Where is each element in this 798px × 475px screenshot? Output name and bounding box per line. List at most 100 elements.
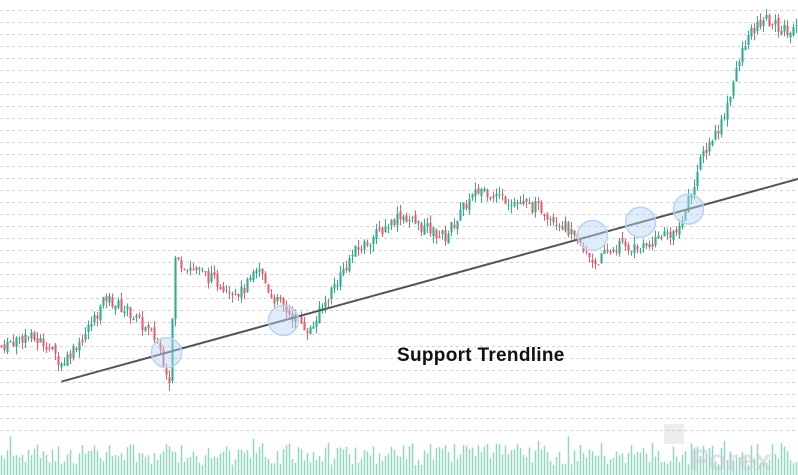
volume-bar (315, 460, 318, 475)
volume-bar (312, 451, 315, 475)
candle-down (621, 238, 624, 242)
candle-down (546, 214, 549, 220)
trendline-touch-marker (150, 336, 183, 369)
candle-up (672, 230, 675, 240)
candle-down (138, 315, 141, 317)
volume-bar (651, 443, 654, 475)
volume-bar (678, 461, 681, 475)
candle-down (159, 342, 162, 350)
candle-down (399, 211, 402, 220)
volume-bar (336, 448, 339, 475)
volume-bar (687, 464, 690, 475)
volume-bar (417, 459, 420, 475)
volume-bar (567, 436, 570, 475)
candle-down (207, 271, 210, 284)
candle-up (411, 217, 414, 219)
volume-bar (663, 461, 666, 475)
candle-down (660, 237, 663, 239)
candle-up (441, 230, 444, 234)
volume-bar (684, 451, 687, 475)
volume-bar (72, 463, 75, 475)
candle-up (90, 323, 93, 327)
volume-bar (156, 459, 159, 475)
candle-up (249, 277, 252, 280)
volume-bar (123, 459, 126, 475)
candle-up (699, 156, 702, 170)
candle-up (156, 341, 159, 343)
candle-down (465, 203, 468, 209)
volume-bar (354, 447, 357, 475)
candle-up (171, 318, 174, 382)
candle-up (336, 284, 339, 286)
candle-up (633, 244, 636, 254)
volume-bar (351, 464, 354, 475)
candle-up (315, 321, 318, 327)
candle-up (135, 315, 138, 318)
candle-down (42, 338, 45, 347)
candle-up (474, 189, 477, 196)
candle-down (270, 294, 273, 298)
candle-up (51, 346, 54, 350)
volume-bar (630, 445, 633, 475)
candle-up (99, 305, 102, 321)
volume-bar (267, 458, 270, 475)
candle-down (48, 347, 51, 349)
candle-up (711, 140, 714, 146)
volume-bar (18, 457, 21, 475)
volume-bar (375, 463, 378, 475)
candle-up (618, 240, 621, 254)
volume-bar (615, 451, 618, 475)
candle-up (309, 327, 312, 334)
candle-down (204, 271, 207, 273)
volume-bar (171, 451, 174, 475)
trendline-touch-marker (576, 219, 609, 252)
volume-bar (432, 459, 435, 475)
volume-bar (369, 455, 372, 475)
volume-bar (54, 461, 57, 475)
volume-bar (489, 458, 492, 475)
volume-bar (15, 455, 18, 475)
candle-up (522, 200, 525, 204)
volume-bar (774, 453, 777, 475)
candle-up (72, 345, 75, 358)
candle-up (678, 225, 681, 235)
volume-bar (699, 455, 702, 475)
volume-bar (597, 455, 600, 475)
volume-bar (666, 463, 669, 475)
volume-bar (48, 462, 51, 475)
volume-bar (195, 455, 198, 475)
volume-bar (162, 451, 165, 475)
candle-up (528, 203, 531, 205)
volume-bar (282, 449, 285, 475)
volume-bar (3, 458, 6, 475)
volume-bar (246, 450, 249, 475)
candle-down (435, 229, 438, 239)
volume-bar (135, 462, 138, 475)
volume-bar (792, 463, 795, 475)
volume-bar (60, 463, 63, 475)
candle-down (306, 331, 309, 334)
candle-up (639, 250, 642, 252)
candle-down (627, 245, 630, 251)
volume-bar (318, 455, 321, 475)
volume-bar (633, 454, 636, 475)
volume-bar (546, 451, 549, 475)
volume-bar (99, 458, 102, 475)
candle-up (774, 20, 777, 25)
candle-up (495, 193, 498, 197)
candle-up (684, 211, 687, 221)
candle-down (12, 341, 15, 346)
candle-up (321, 306, 324, 308)
watermark: Forex (664, 424, 772, 475)
trendline-touch-marker (624, 206, 657, 239)
volume-bar (750, 445, 753, 475)
candle-down (444, 229, 447, 242)
candle-up (114, 305, 117, 310)
volume-bar (723, 440, 726, 475)
candle-down (27, 336, 30, 338)
volume-bar (720, 447, 723, 475)
volume-bar (222, 451, 225, 475)
candle-up (750, 27, 753, 37)
volume-bar (435, 448, 438, 475)
volume-bar (753, 458, 756, 475)
